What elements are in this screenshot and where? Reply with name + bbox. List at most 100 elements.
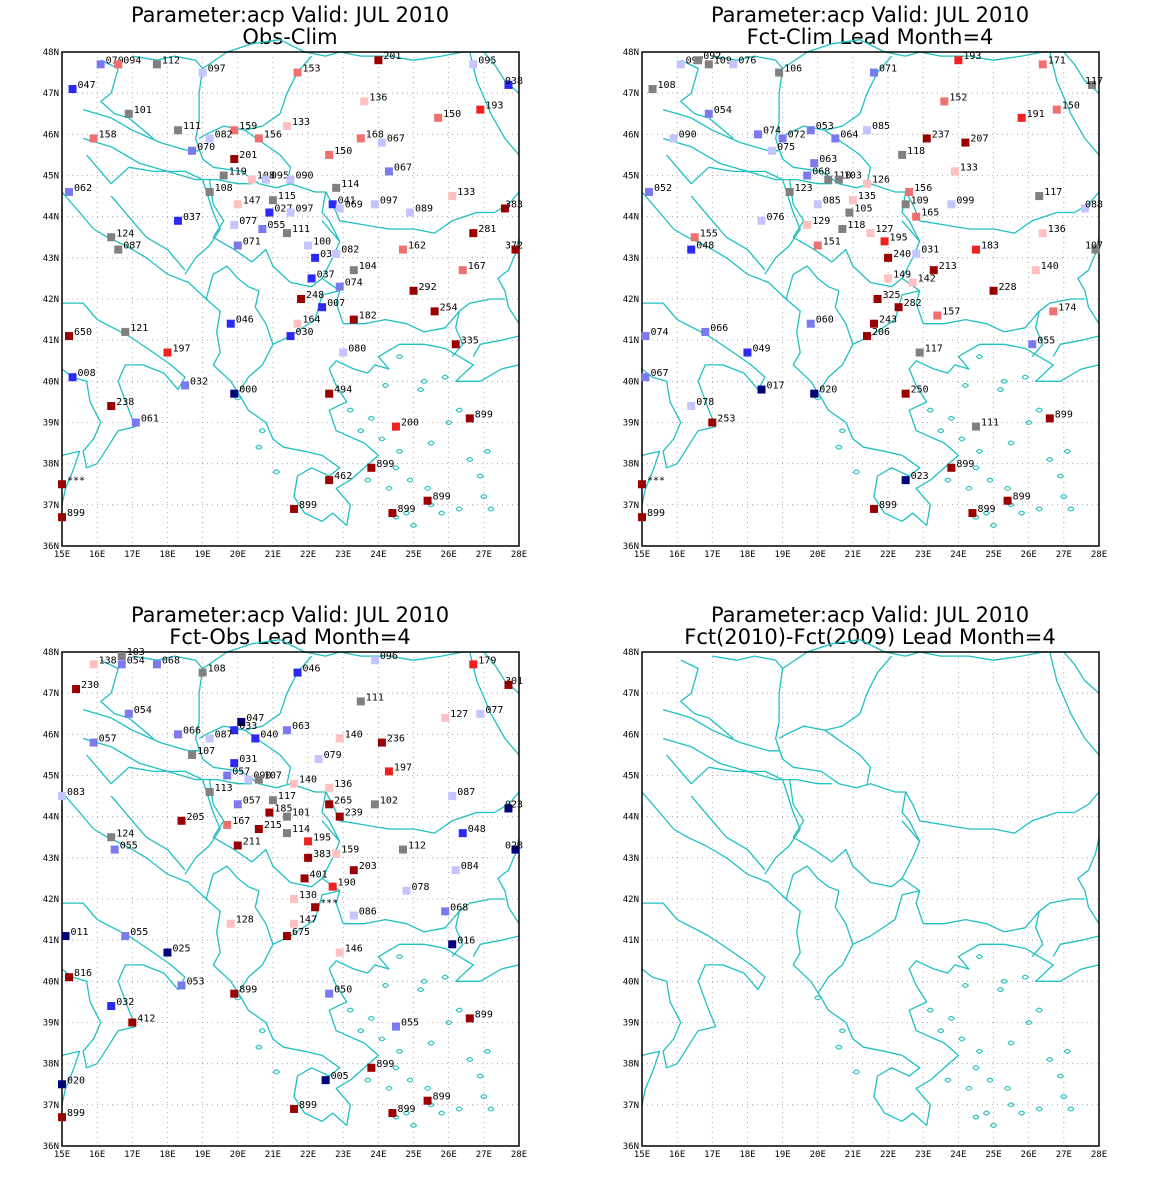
station-value-label: 057 (99, 734, 117, 745)
station-value-label: 899 (67, 508, 85, 519)
station-value-label: 066 (183, 725, 201, 736)
station-marker (884, 253, 893, 262)
station-value-label: 008 (78, 368, 96, 379)
lat-tick-label: 36N (43, 1142, 59, 1152)
station-marker (304, 241, 313, 250)
station-marker (374, 56, 383, 65)
station-marker (356, 697, 365, 706)
lon-tick-label: 24E (950, 1150, 966, 1160)
station-marker (676, 60, 685, 69)
lon-tick-label: 25E (405, 550, 421, 560)
station-marker (458, 829, 467, 838)
station-marker (349, 866, 358, 875)
station-value-label: 031 (239, 754, 257, 765)
lat-tick-label: 36N (623, 1142, 639, 1152)
station-marker (845, 208, 854, 217)
station-value-label: 027 (274, 204, 292, 215)
station-value-label: 292 (419, 282, 437, 293)
station-value-label: 201 (239, 150, 257, 161)
lat-tick-label: 38N (43, 460, 59, 470)
station-value-label: 156 (914, 183, 932, 194)
station-value-label: 068 (162, 655, 180, 666)
lat-tick-label: 47N (623, 689, 639, 699)
lon-tick-label: 28E (1091, 1150, 1107, 1160)
lat-tick-label: 38N (623, 460, 639, 470)
station-value-label: 035 (320, 249, 338, 260)
station-marker (233, 800, 242, 809)
map-frame (61, 651, 520, 1147)
station-value-label: 101 (134, 105, 152, 116)
station-marker (1091, 245, 1100, 254)
station-marker (950, 167, 959, 176)
station-value-label: 899 (376, 459, 394, 470)
station-marker (504, 80, 513, 89)
station-marker (107, 233, 116, 242)
station-marker (912, 249, 921, 258)
lat-tick-label: 46N (623, 130, 639, 140)
coastline (641, 39, 1100, 527)
station-value-label: 090 (296, 171, 314, 182)
station-value-label: 107 (197, 746, 215, 757)
station-marker (107, 402, 116, 411)
station-marker (476, 709, 485, 718)
station-marker (901, 200, 910, 209)
station-marker (311, 903, 320, 912)
station-marker (398, 845, 407, 854)
station-marker (293, 319, 302, 328)
lat-tick-label: 36N (623, 542, 639, 552)
station-markers: 0970921090761060711931711171081520541911… (638, 51, 1103, 522)
station-value-label: 096 (380, 651, 398, 662)
station-value-label: 383 (505, 199, 523, 210)
station-marker (121, 932, 130, 941)
lat-tick-label: 40N (623, 377, 639, 387)
station-value-label: 167 (468, 261, 486, 272)
lon-tick-label: 16E (89, 550, 105, 560)
station-marker (813, 200, 822, 209)
station-value-label: 121 (130, 323, 148, 334)
station-marker (870, 68, 879, 77)
lon-tick-label: 26E (441, 550, 457, 560)
station-marker (124, 109, 133, 118)
lat-tick-label: 41N (623, 336, 639, 346)
station-value-label: 193 (963, 51, 981, 62)
lon-tick-label: 27E (476, 550, 492, 560)
station-value-label: 023 (505, 799, 523, 810)
station-marker (282, 229, 291, 238)
lat-tick-label: 43N (43, 854, 59, 864)
station-marker (117, 652, 126, 661)
graticule (62, 52, 519, 546)
station-marker (188, 146, 197, 155)
station-value-label: 230 (81, 680, 99, 691)
station-marker (469, 60, 478, 69)
station-value-label: 243 (879, 315, 897, 326)
station-marker (307, 274, 316, 283)
station-marker (1038, 229, 1047, 238)
panel-title: Parameter:acp Valid: JUL 2010 (130, 3, 450, 27)
lat-tick-label: 43N (623, 254, 639, 264)
station-marker (884, 274, 893, 283)
station-value-label: 095 (271, 171, 289, 182)
station-value-label: 087 (457, 787, 475, 798)
station-value-label: 401 (310, 869, 328, 880)
lat-tick-label: 44N (623, 813, 639, 823)
station-marker (282, 122, 291, 131)
station-marker (58, 1113, 66, 1122)
lon-tick-label: 27E (1056, 1150, 1072, 1160)
station-value-label: 899 (956, 459, 974, 470)
station-value-label: 135 (858, 191, 876, 202)
station-marker (293, 68, 302, 77)
station-marker (1017, 113, 1026, 122)
lon-tick-label: 24E (950, 550, 966, 560)
station-value-label: 054 (714, 105, 732, 116)
station-value-label: 088 (1085, 199, 1103, 210)
station-value-label: 127 (876, 224, 894, 235)
station-marker (107, 833, 116, 842)
station-value-label: 147 (299, 915, 317, 926)
station-marker (332, 183, 341, 192)
station-map: 36N 37N 38N 39N 40N 41N 42N 43N 44N 45N 46N 47N 48N 1… (43, 639, 527, 1160)
station-value-label: 191 (1027, 109, 1045, 120)
station-marker (226, 919, 235, 928)
station-marker (669, 134, 678, 143)
station-marker (880, 237, 889, 246)
station-value-label: 055 (130, 927, 148, 938)
